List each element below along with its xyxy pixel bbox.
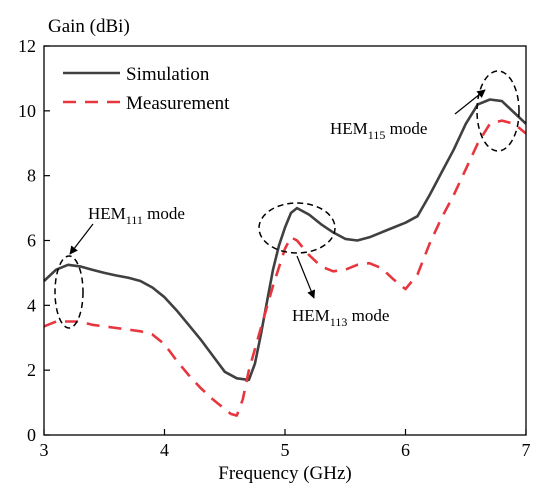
y-tick-label: 4 [27,295,36,315]
annotation-arrow-hem113 [296,255,316,299]
ticks-layer: 3 4 5 6 7 0 2 4 6 8 10 12 [18,36,531,460]
annotation-hem115: HEM115 mode [330,70,520,152]
x-tick-label: 6 [401,440,410,460]
y-axis-label: Gain (dBi) [48,16,130,37]
annotation-arrow-hem111 [69,223,94,255]
x-tick-label: 3 [40,440,49,460]
series-line-simulation [43,98,527,382]
y-tick-label: 0 [27,425,36,445]
series-layer [43,98,527,417]
annotation-label-hem115: HEM115 mode [330,119,427,142]
annotation-hem111: HEM111 mode [54,204,185,329]
legend: Simulation Measurement [63,64,230,114]
y-tick-label: 2 [27,360,36,380]
plot-frame [43,45,527,436]
annotation-label-hem113: HEM113 mode [292,306,389,329]
annotation-ellipse-hem113 [258,202,336,254]
x-tick-label: 5 [281,440,290,460]
series-line-measurement [43,119,527,417]
annotation-hem113: HEM113 mode [258,202,389,329]
legend-label-simulation: Simulation [126,64,210,85]
annotation-ellipse-hem115 [476,70,520,152]
x-axis-label: Frequency (GHz) [218,463,351,484]
annotation-ellipse-hem111 [54,255,84,329]
x-tick-label: 4 [160,440,169,460]
y-tick-label: 8 [27,166,36,186]
annotation-label-hem111: HEM111 mode [88,204,185,227]
legend-label-measurement: Measurement [126,93,230,114]
y-tick-label: 10 [18,101,36,121]
y-tick-label: 12 [18,36,36,56]
annotation-arrow-hem115 [454,89,486,115]
x-tick-label: 7 [522,440,531,460]
y-tick-label: 6 [27,231,36,251]
